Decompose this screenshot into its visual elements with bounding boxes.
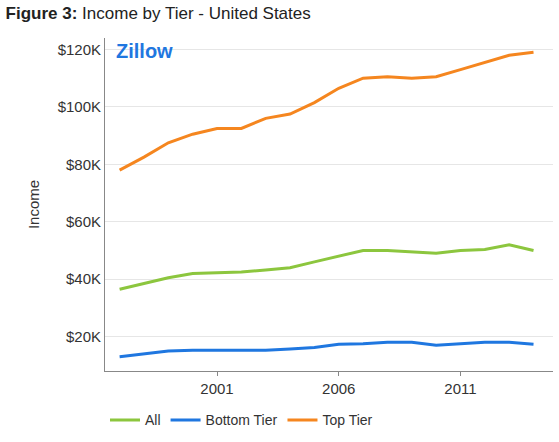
svg-text:$60K: $60K bbox=[66, 213, 101, 230]
svg-text:$40K: $40K bbox=[66, 270, 101, 287]
svg-text:$20K: $20K bbox=[66, 328, 101, 345]
svg-text:Zillow: Zillow bbox=[116, 40, 173, 62]
svg-text:2011: 2011 bbox=[444, 380, 476, 397]
svg-text:$100K: $100K bbox=[58, 98, 101, 115]
svg-text:Bottom Tier: Bottom Tier bbox=[206, 412, 278, 428]
svg-text:2001: 2001 bbox=[200, 380, 233, 397]
svg-text:All: All bbox=[145, 412, 161, 428]
svg-text:$120K: $120K bbox=[58, 41, 101, 58]
svg-text:Figure 3: Income by Tier - Uni: Figure 3: Income by Tier - United States bbox=[6, 4, 311, 23]
svg-text:$80K: $80K bbox=[66, 156, 101, 173]
svg-text:Top Tier: Top Tier bbox=[322, 412, 372, 428]
svg-text:Income: Income bbox=[25, 180, 42, 229]
svg-text:2006: 2006 bbox=[322, 380, 355, 397]
